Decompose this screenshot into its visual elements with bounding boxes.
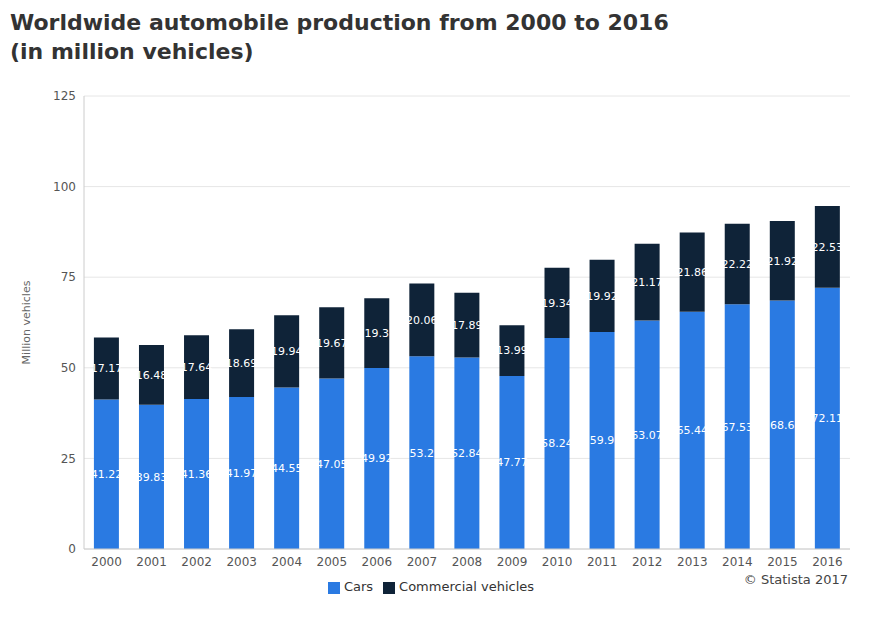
svg-text:75: 75 — [61, 270, 76, 284]
html-text:Commercial vehicles: Commercial vehicles — [399, 579, 535, 594]
svg-text:2015: 2015 — [767, 555, 798, 569]
svg-text:72.11: 72.11 — [812, 412, 844, 425]
svg-text:17.89: 17.89 — [451, 319, 483, 332]
svg-text:17.64: 17.64 — [181, 361, 213, 374]
svg-text:44.55: 44.55 — [271, 462, 303, 475]
svg-text:50: 50 — [61, 361, 76, 375]
svg-text:67.53: 67.53 — [721, 421, 753, 434]
svg-text:2004: 2004 — [271, 555, 302, 569]
svg-text:22.53: 22.53 — [812, 241, 844, 254]
svg-text:2006: 2006 — [362, 555, 393, 569]
svg-text:47.05: 47.05 — [316, 458, 348, 471]
svg-text:53.2: 53.2 — [410, 447, 435, 460]
svg-text:2013: 2013 — [677, 555, 708, 569]
svg-text:19.3: 19.3 — [365, 327, 390, 340]
svg-text:2003: 2003 — [226, 555, 257, 569]
svg-text:2007: 2007 — [407, 555, 438, 569]
svg-text:20.06: 20.06 — [406, 314, 438, 327]
svg-text:19.67: 19.67 — [316, 337, 348, 350]
svg-text:47.77: 47.77 — [496, 456, 528, 469]
svg-text:19.34: 19.34 — [541, 297, 573, 310]
svg-text:52.84: 52.84 — [451, 447, 483, 460]
svg-text:41.97: 41.97 — [226, 467, 258, 480]
svg-text:18.69: 18.69 — [226, 357, 258, 370]
svg-text:2011: 2011 — [587, 555, 618, 569]
svg-text:2008: 2008 — [452, 555, 483, 569]
html-text:© Statista 2017: © Statista 2017 — [743, 572, 848, 587]
svg-text:2000: 2000 — [91, 555, 122, 569]
svg-text:2014: 2014 — [722, 555, 753, 569]
svg-text:58.24: 58.24 — [541, 437, 573, 450]
svg-text:39.83: 39.83 — [136, 471, 168, 484]
svg-text:100: 100 — [53, 180, 76, 194]
svg-text:41.22: 41.22 — [91, 468, 123, 481]
svg-text:0: 0 — [68, 542, 76, 556]
svg-text:63.07: 63.07 — [631, 429, 663, 442]
svg-text:17.17: 17.17 — [91, 362, 123, 375]
svg-text:21.92: 21.92 — [767, 255, 799, 268]
svg-text:21.86: 21.86 — [676, 266, 708, 279]
html-text:Cars: Cars — [343, 579, 374, 594]
svg-text:25: 25 — [61, 452, 76, 466]
svg-text:125: 125 — [53, 89, 76, 103]
svg-text:2012: 2012 — [632, 555, 663, 569]
svg-text:19.92: 19.92 — [586, 290, 618, 303]
svg-text:16.48: 16.48 — [136, 369, 168, 382]
svg-text:2016: 2016 — [812, 555, 843, 569]
svg-text:2002: 2002 — [181, 555, 212, 569]
svg-text:2009: 2009 — [497, 555, 528, 569]
svg-text:21.17: 21.17 — [631, 276, 663, 289]
svg-text:49.92: 49.92 — [361, 452, 393, 465]
svg-text:68.6: 68.6 — [770, 419, 795, 432]
svg-text:59.9: 59.9 — [590, 434, 615, 447]
svg-text:2010: 2010 — [542, 555, 573, 569]
svg-text:13.99: 13.99 — [496, 344, 528, 357]
svg-text:65.44: 65.44 — [676, 424, 708, 437]
svg-text:19.94: 19.94 — [271, 345, 303, 358]
svg-text:2001: 2001 — [136, 555, 167, 569]
html-text:Worldwide automobile productio: Worldwide automobile production from 200… — [10, 10, 669, 64]
svg-text:Million vehicles: Million vehicles — [20, 280, 33, 364]
svg-text:22.22: 22.22 — [721, 258, 753, 271]
svg-text:2005: 2005 — [317, 555, 348, 569]
svg-text:41.36: 41.36 — [181, 468, 213, 481]
